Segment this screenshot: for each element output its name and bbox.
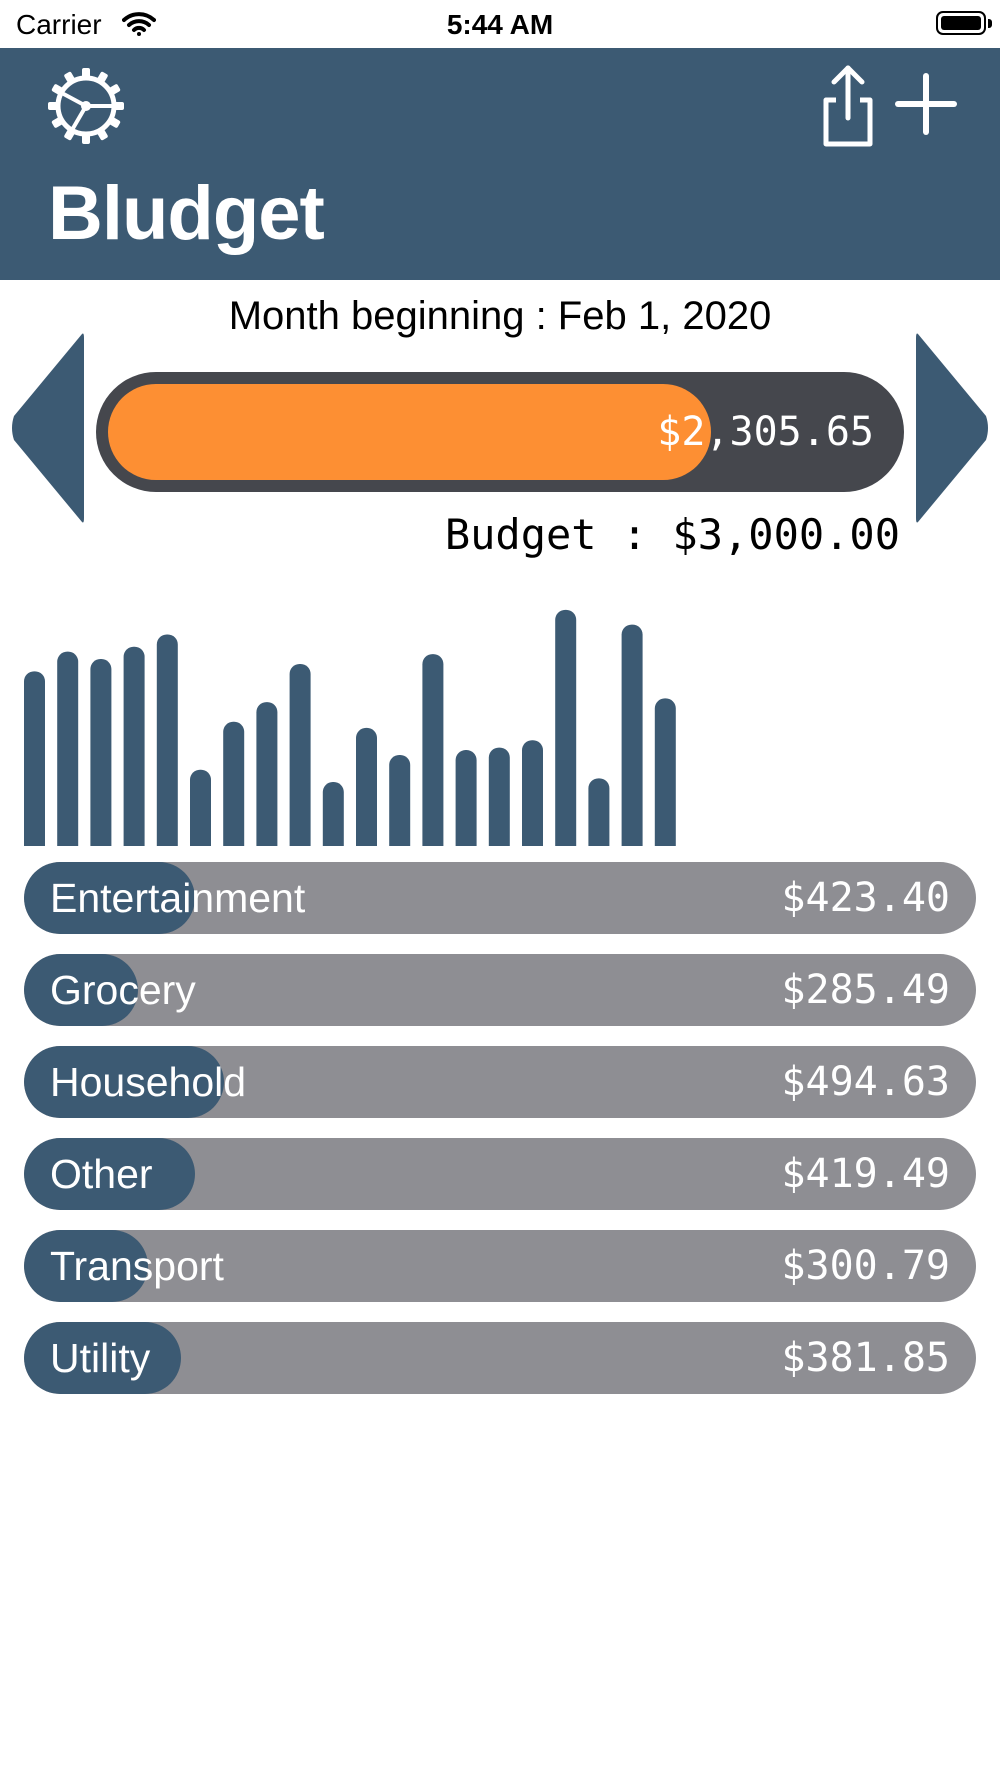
category-row-grocery[interactable]: Grocery $285.49 — [24, 954, 976, 1026]
category-amount: $419.49 — [781, 1151, 950, 1197]
daily-bar — [488, 747, 510, 846]
daily-bar — [223, 721, 245, 846]
category-progress-fill — [24, 862, 196, 934]
category-progress-fill — [24, 1230, 148, 1302]
category-amount: $494.63 — [781, 1059, 950, 1105]
category-amount: $285.49 — [781, 967, 950, 1013]
daily-bar — [190, 769, 211, 846]
category-progress-fill — [24, 1138, 196, 1210]
category-name: Grocery — [50, 967, 196, 1013]
daily-bar — [123, 646, 145, 846]
daily-bar — [24, 671, 45, 846]
gear-icon[interactable] — [44, 64, 128, 148]
category-amount: $381.85 — [781, 1335, 950, 1381]
daily-bar — [522, 740, 543, 846]
daily-bar — [654, 698, 676, 846]
daily-bar — [455, 750, 477, 846]
battery-cap — [988, 19, 992, 28]
daily-spending-chart — [24, 609, 676, 846]
plus-icon[interactable] — [894, 72, 958, 136]
daily-bar — [389, 754, 411, 846]
category-amount: $300.79 — [781, 1243, 950, 1289]
category-progress-fill — [24, 1046, 224, 1118]
category-amount: $423.40 — [781, 875, 950, 921]
daily-bar — [322, 782, 344, 846]
category-row-utility[interactable]: Utility $381.85 — [24, 1322, 976, 1394]
month-label: Month beginning : Feb 1, 2020 — [228, 294, 772, 338]
category-progress-fill — [24, 1322, 182, 1394]
chevron-right-icon[interactable] — [910, 330, 990, 526]
spending-progress-fill — [108, 384, 711, 480]
category-name: Household — [50, 1059, 247, 1105]
category-name: Other — [50, 1151, 153, 1197]
category-row-entertainment[interactable]: Entertainment $423.40 — [24, 862, 976, 934]
category-row-household[interactable]: Household $494.63 — [24, 1046, 976, 1118]
wifi-icon — [122, 12, 156, 41]
app-title: Bludget — [48, 171, 325, 256]
category-name: Utility — [50, 1335, 151, 1381]
spending-progress-bar: $2,305.65 — [96, 372, 904, 492]
daily-bar — [256, 702, 278, 846]
category-name: Entertainment — [50, 875, 306, 921]
daily-bar — [90, 659, 112, 846]
battery-icon — [936, 11, 986, 35]
spent-amount: $2,305.65 — [657, 409, 874, 455]
category-row-transport[interactable]: Transport $300.79 — [24, 1230, 976, 1302]
carrier-label: Carrier — [16, 9, 102, 40]
daily-bar — [422, 654, 444, 846]
daily-bar — [356, 727, 377, 846]
daily-bar — [289, 663, 311, 846]
category-progress-fill — [24, 954, 139, 1026]
daily-bar — [156, 634, 178, 846]
category-name: Transport — [50, 1243, 224, 1289]
daily-bar — [57, 651, 79, 846]
daily-bar — [588, 778, 610, 846]
budget-label: Budget : $3,000.00 — [444, 510, 900, 559]
clock: 5:44 AM — [446, 9, 554, 40]
status-bar: Carrier 5:44 AM — [0, 0, 1000, 48]
daily-bar — [555, 609, 577, 846]
category-list: Entertainment $423.40 Grocery $285.49 Househ… — [24, 862, 976, 1414]
chevron-left-icon[interactable] — [10, 330, 90, 526]
share-icon[interactable] — [812, 64, 884, 148]
category-row-other[interactable]: Other $419.49 — [24, 1138, 976, 1210]
daily-bar — [621, 624, 643, 846]
header-bar: Bludget — [0, 48, 1000, 280]
